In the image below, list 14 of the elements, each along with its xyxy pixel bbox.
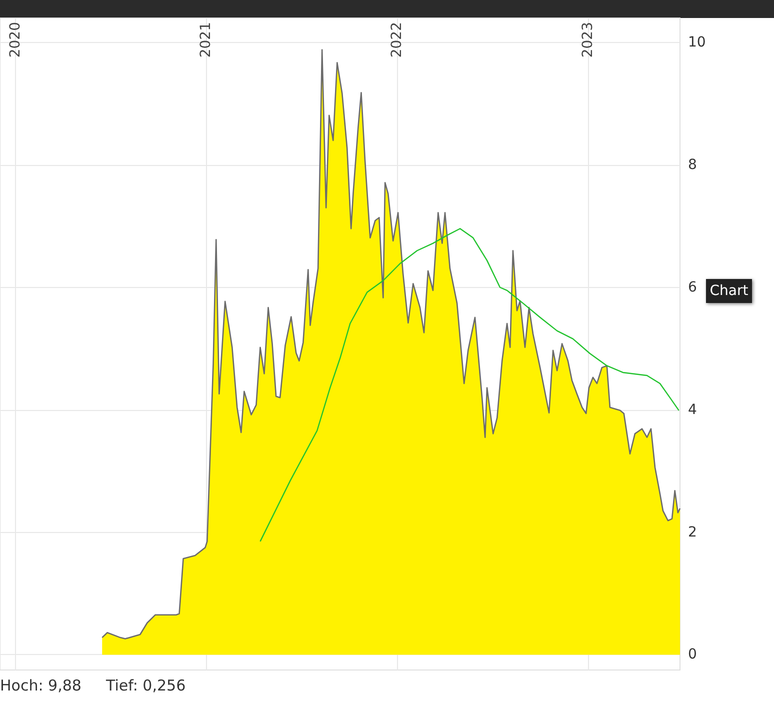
text: Chart [710,283,749,299]
text: Hoch: 9,88 [0,676,82,694]
x-tick-label: 2022 [389,22,406,58]
y-tick-label: 8 [688,156,697,173]
y-tick-label: 2 [688,524,697,540]
y-tick-label: 0 [688,646,697,663]
text: Tief: 0,256 [105,676,186,694]
line-series [260,228,680,542]
y-tick-label: 10 [688,34,706,50]
x-tick-label: 2020 [7,22,24,58]
y-tick-label: 4 [688,402,697,418]
x-tick-label: 2021 [198,22,214,58]
x-tick-label: 2023 [580,22,596,58]
y-tick-label: 6 [688,279,697,296]
